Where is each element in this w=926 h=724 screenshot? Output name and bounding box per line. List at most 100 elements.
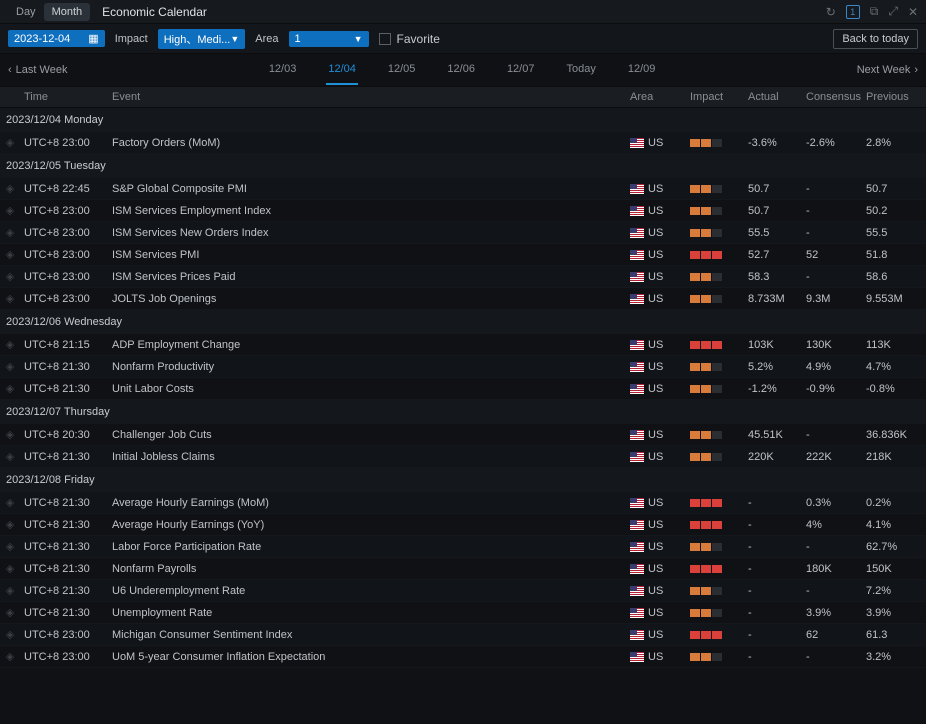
bookmark-icon[interactable]: ◈ — [0, 204, 20, 217]
tab-day[interactable]: Day — [8, 3, 44, 21]
bookmark-icon[interactable]: ◈ — [0, 496, 20, 509]
day-header: 2023/12/08 Friday — [0, 468, 926, 492]
event-consensus: - — [806, 227, 866, 239]
table-row[interactable]: ◈UTC+8 21:30Labor Force Participation Ra… — [0, 536, 926, 558]
table-row[interactable]: ◈UTC+8 21:30Initial Jobless ClaimsUS220K… — [0, 446, 926, 468]
week-date[interactable]: 12/09 — [626, 55, 658, 85]
bookmark-icon[interactable]: ◈ — [0, 606, 20, 619]
event-consensus: 4.9% — [806, 361, 866, 373]
event-time: UTC+8 23:00 — [20, 271, 110, 283]
table-row[interactable]: ◈UTC+8 23:00ISM Services New Orders Inde… — [0, 222, 926, 244]
bookmark-icon[interactable]: ◈ — [0, 226, 20, 239]
copy-icon[interactable]: ⧉ — [870, 4, 879, 19]
table-row[interactable]: ◈UTC+8 22:45S&P Global Composite PMIUS50… — [0, 178, 926, 200]
event-time: UTC+8 23:00 — [20, 651, 110, 663]
col-event: Event — [110, 91, 630, 103]
event-name: Average Hourly Earnings (MoM) — [110, 497, 630, 509]
us-flag-icon — [630, 362, 644, 372]
table-row[interactable]: ◈UTC+8 23:00JOLTS Job OpeningsUS8.733M9.… — [0, 288, 926, 310]
table-row[interactable]: ◈UTC+8 21:30Nonfarm PayrollsUS-180K150K — [0, 558, 926, 580]
bookmark-icon[interactable]: ◈ — [0, 628, 20, 641]
bookmark-icon[interactable]: ◈ — [0, 382, 20, 395]
table-row[interactable]: ◈UTC+8 23:00ISM Services PMIUS52.75251.8 — [0, 244, 926, 266]
us-flag-icon — [630, 430, 644, 440]
table-row[interactable]: ◈UTC+8 21:30Unit Labor CostsUS-1.2%-0.9%… — [0, 378, 926, 400]
date-picker[interactable]: 2023-12-04 ▦ — [8, 30, 105, 47]
event-name: Factory Orders (MoM) — [110, 137, 630, 149]
week-date[interactable]: Today — [564, 55, 597, 85]
favorite-checkbox[interactable] — [379, 33, 391, 45]
event-time: UTC+8 21:15 — [20, 339, 110, 351]
event-consensus: 4% — [806, 519, 866, 531]
event-area: US — [630, 361, 690, 373]
event-area: US — [630, 137, 690, 149]
table-row[interactable]: ◈UTC+8 21:30U6 Underemployment RateUS--7… — [0, 580, 926, 602]
bookmark-icon[interactable]: ◈ — [0, 270, 20, 283]
week-date[interactable]: 12/05 — [386, 55, 418, 85]
week-date[interactable]: 12/06 — [445, 55, 477, 85]
area-filter-label: Area — [255, 33, 278, 45]
favorite-toggle[interactable]: Favorite — [379, 32, 440, 46]
bookmark-icon[interactable]: ◈ — [0, 360, 20, 373]
next-week-button[interactable]: Next Week › — [857, 64, 918, 76]
bookmark-icon[interactable]: ◈ — [0, 338, 20, 351]
table-row[interactable]: ◈UTC+8 23:00Michigan Consumer Sentiment … — [0, 624, 926, 646]
us-flag-icon — [630, 452, 644, 462]
week-date[interactable]: 12/07 — [505, 55, 537, 85]
week-date[interactable]: 12/03 — [267, 55, 299, 85]
bookmark-icon[interactable]: ◈ — [0, 584, 20, 597]
bookmark-icon[interactable]: ◈ — [0, 562, 20, 575]
bookmark-icon[interactable]: ◈ — [0, 248, 20, 261]
bookmark-icon[interactable]: ◈ — [0, 428, 20, 441]
us-flag-icon — [630, 564, 644, 574]
us-flag-icon — [630, 250, 644, 260]
bookmark-icon[interactable]: ◈ — [0, 136, 20, 149]
event-previous: 3.9% — [866, 607, 926, 619]
bookmark-icon[interactable]: ◈ — [0, 650, 20, 663]
event-name: Labor Force Participation Rate — [110, 541, 630, 553]
close-icon[interactable]: ✕ — [908, 5, 918, 19]
event-time: UTC+8 21:30 — [20, 519, 110, 531]
event-previous: 9.553M — [866, 293, 926, 305]
tab-month[interactable]: Month — [44, 3, 91, 21]
us-flag-icon — [630, 184, 644, 194]
table-row[interactable]: ◈UTC+8 21:30Nonfarm ProductivityUS5.2%4.… — [0, 356, 926, 378]
bookmark-icon[interactable]: ◈ — [0, 518, 20, 531]
bookmark-icon[interactable]: ◈ — [0, 182, 20, 195]
event-actual: 5.2% — [748, 361, 806, 373]
event-previous: -0.8% — [866, 383, 926, 395]
week-date[interactable]: 12/04 — [326, 55, 358, 85]
table-row[interactable]: ◈UTC+8 21:15ADP Employment ChangeUS103K1… — [0, 334, 926, 356]
event-consensus: 9.3M — [806, 293, 866, 305]
table-row[interactable]: ◈UTC+8 23:00Factory Orders (MoM)US-3.6%-… — [0, 132, 926, 154]
last-week-button[interactable]: ‹ Last Week — [8, 64, 67, 76]
table-row[interactable]: ◈UTC+8 21:30Average Hourly Earnings (MoM… — [0, 492, 926, 514]
table-row[interactable]: ◈UTC+8 21:30Unemployment RateUS-3.9%3.9% — [0, 602, 926, 624]
bookmark-icon[interactable]: ◈ — [0, 540, 20, 553]
table-row[interactable]: ◈UTC+8 21:30Average Hourly Earnings (YoY… — [0, 514, 926, 536]
table-row[interactable]: ◈UTC+8 23:00ISM Services Prices PaidUS58… — [0, 266, 926, 288]
area-dropdown[interactable]: 1 ▼ — [289, 31, 369, 47]
impact-indicator — [690, 139, 748, 147]
table-row[interactable]: ◈UTC+8 23:00ISM Services Employment Inde… — [0, 200, 926, 222]
us-flag-icon — [630, 294, 644, 304]
bookmark-icon[interactable]: ◈ — [0, 450, 20, 463]
event-name: U6 Underemployment Rate — [110, 585, 630, 597]
event-actual: - — [748, 585, 806, 597]
back-to-today-button[interactable]: Back to today — [833, 29, 918, 49]
event-previous: 51.8 — [866, 249, 926, 261]
impact-indicator — [690, 341, 748, 349]
chevron-down-icon: ▼ — [230, 34, 239, 44]
impact-dropdown[interactable]: High、Medi... ▼ — [158, 29, 246, 49]
event-actual: - — [748, 541, 806, 553]
table-row[interactable]: ◈UTC+8 23:00UoM 5-year Consumer Inflatio… — [0, 646, 926, 668]
event-area: US — [630, 183, 690, 195]
expand-icon[interactable]: ⤢ — [888, 4, 898, 19]
filter-bar: 2023-12-04 ▦ Impact High、Medi... ▼ Area … — [0, 24, 926, 54]
chevron-down-icon: ▼ — [354, 34, 363, 44]
event-name: Nonfarm Productivity — [110, 361, 630, 373]
bookmark-icon[interactable]: ◈ — [0, 292, 20, 305]
table-row[interactable]: ◈UTC+8 20:30Challenger Job CutsUS45.51K-… — [0, 424, 926, 446]
layout-icon[interactable]: 1 — [846, 5, 860, 19]
refresh-icon[interactable]: ↻ — [826, 5, 836, 19]
